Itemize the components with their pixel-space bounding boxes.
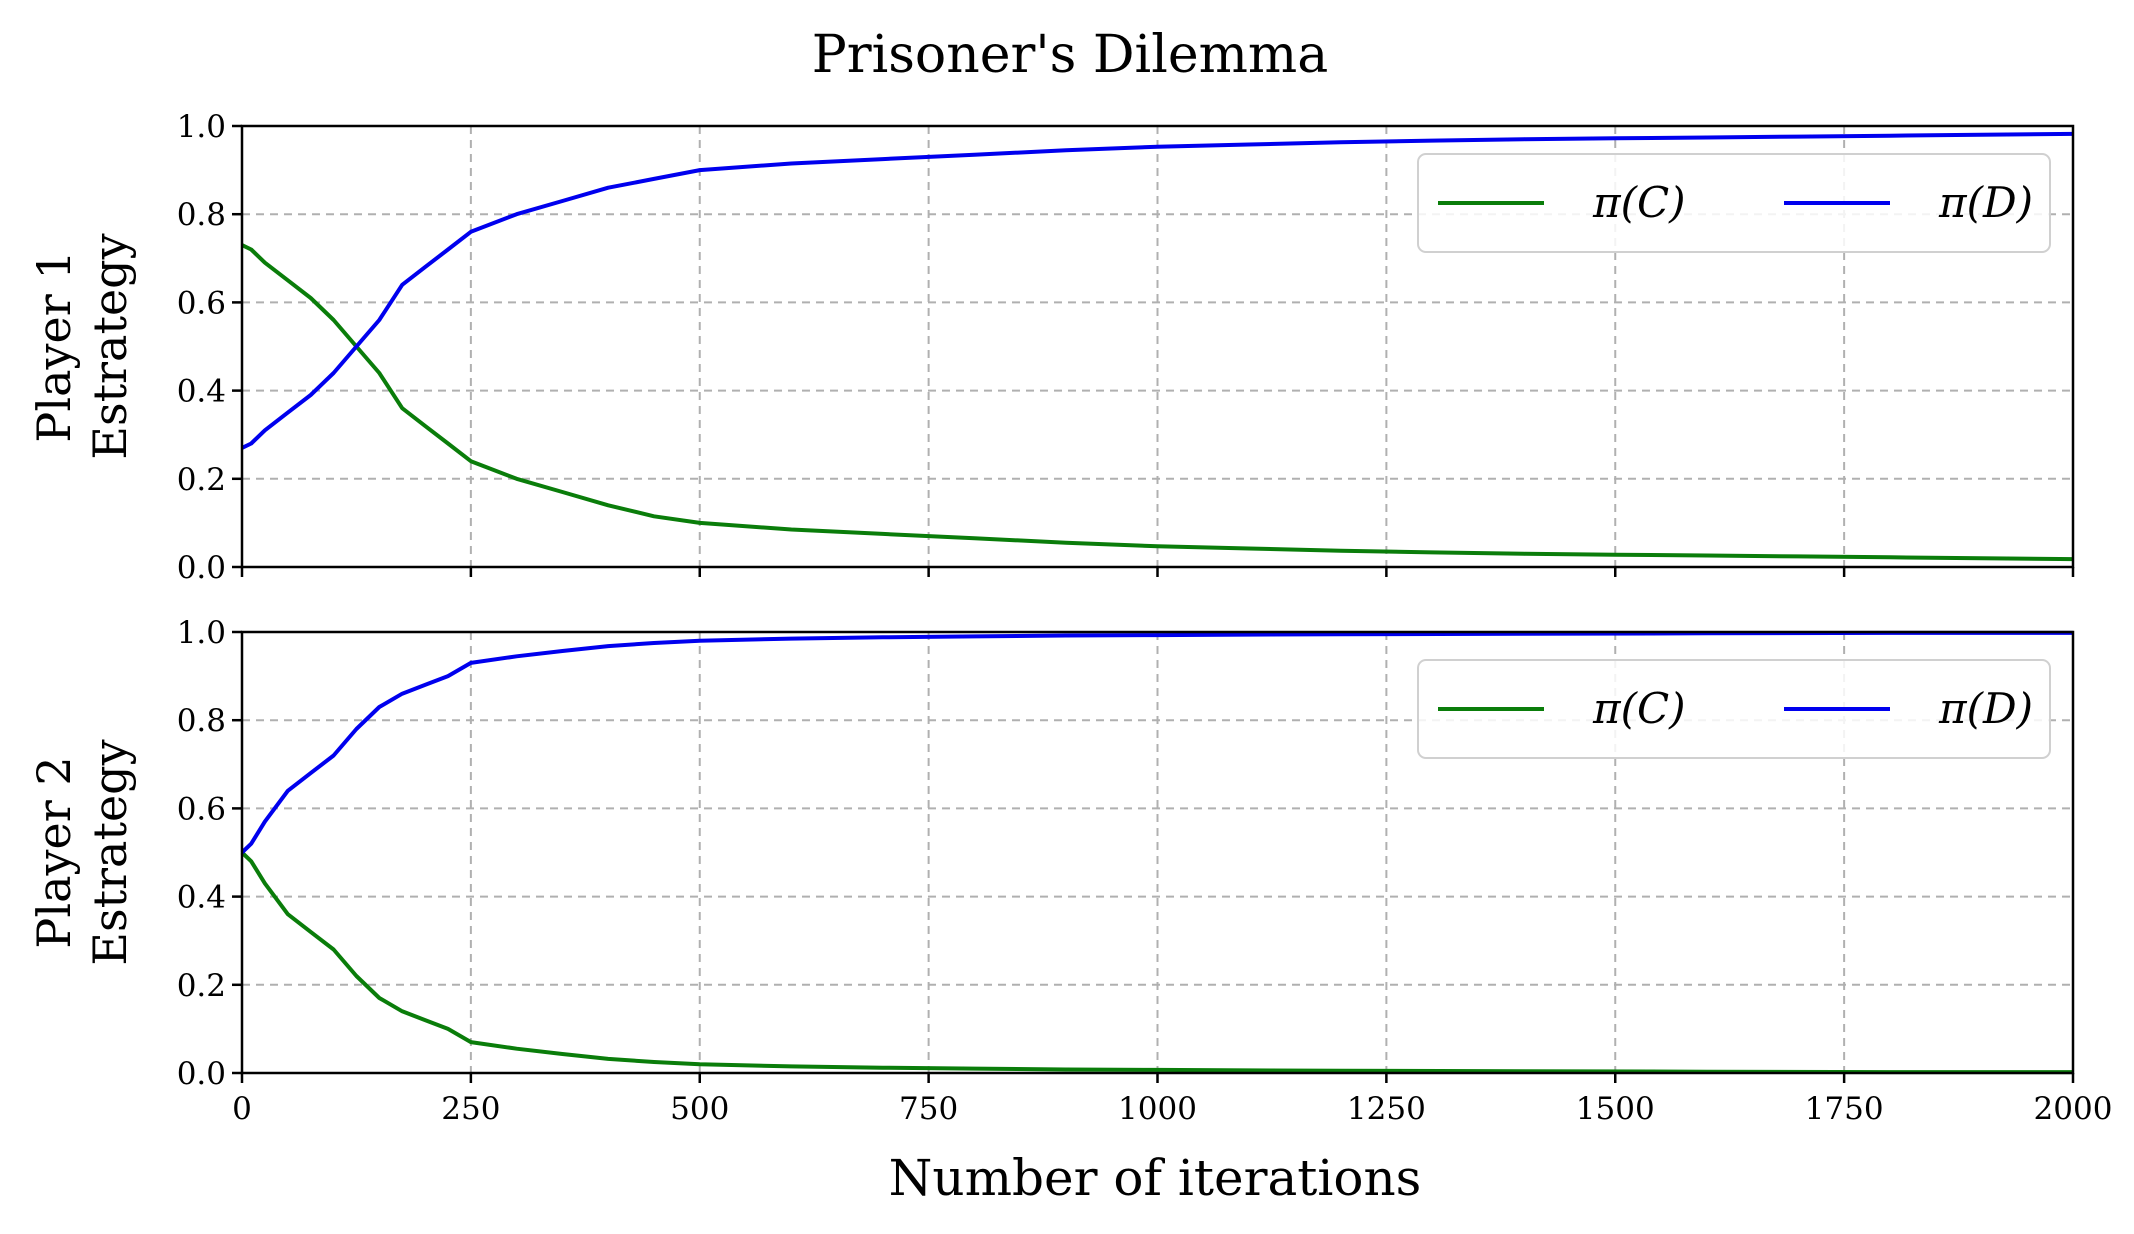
y-tick-label: 0.2 <box>177 462 226 498</box>
x-tick-label: 1250 <box>1347 1091 1426 1127</box>
y-tick-label: 0.6 <box>177 791 226 827</box>
y-axis-label: Player 2Estrategy <box>27 739 137 965</box>
y-axis-label-line: Player 2 <box>27 756 81 948</box>
legend-box <box>1417 153 2051 253</box>
series-line-pi-d <box>240 630 2073 854</box>
x-tick-label: 1000 <box>1118 1091 1197 1127</box>
legend-label-pi-d: π(D) <box>1938 684 2033 733</box>
y-axis-label-line: Estrategy <box>83 739 137 965</box>
x-tick-label: 250 <box>441 1091 500 1127</box>
y-tick-label: 0.2 <box>177 968 226 1004</box>
series-line-pi-d <box>241 131 2074 450</box>
legend-label-pi-c: π(C) <box>1592 178 1686 227</box>
y-tick-label: 1.0 <box>177 615 226 651</box>
y-tick-label: 0.6 <box>177 285 226 321</box>
series-line-pi-c <box>240 851 2073 1075</box>
y-axis-label: Player 1Estrategy <box>27 233 137 459</box>
y-axis-label-line: Player 1 <box>27 250 81 442</box>
legend: π(C) π(D) <box>1417 153 2051 253</box>
x-tick-label: 2000 <box>2034 1091 2113 1127</box>
x-axis-label: Number of iterations <box>889 1149 1422 1207</box>
legend-box <box>1417 659 2051 759</box>
y-tick-label: 0.4 <box>177 374 226 410</box>
y-tick-label: 0.4 <box>177 880 226 916</box>
x-tick-label: 1500 <box>1576 1091 1655 1127</box>
x-tick-label: 0 <box>232 1091 252 1127</box>
y-tick-label: 0.0 <box>177 1056 226 1092</box>
x-tick-label: 750 <box>899 1091 958 1127</box>
y-tick-label: 1.0 <box>177 109 226 145</box>
x-tick-label: 1750 <box>1805 1091 1884 1127</box>
legend: π(C) π(D) <box>1417 659 2051 759</box>
legend-label-pi-c: π(C) <box>1592 684 1686 733</box>
panel-player-2: 0 250 500 750 1000 1250 1500 1750 2000 0.0 0.2 0.4 0… <box>27 615 2112 1127</box>
x-tick-label: 500 <box>670 1091 729 1127</box>
y-tick-label: 0.0 <box>177 550 226 586</box>
series-line-pi-c <box>241 243 2074 562</box>
figure-title: Prisoner's Dilemma <box>812 25 1328 85</box>
y-tick-label: 0.8 <box>177 197 226 233</box>
legend-label-pi-d: π(D) <box>1938 178 2033 227</box>
y-axis-label-line: Estrategy <box>83 233 137 459</box>
y-tick-label: 0.8 <box>177 703 226 739</box>
